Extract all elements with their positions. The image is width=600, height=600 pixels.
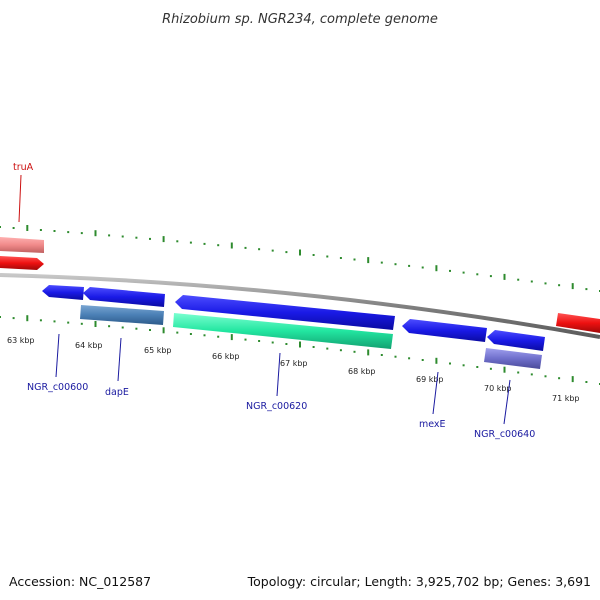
gene-truA-cds[interactable] — [0, 237, 44, 253]
NGR_c00600-leader — [55, 333, 60, 378]
truA-leader — [18, 174, 22, 223]
gene-truA[interactable] — [0, 256, 44, 270]
tick-label-64: 64 kbp — [75, 341, 103, 350]
gene-NGR_c00640[interactable] — [487, 330, 545, 351]
gene-NGR_c00620-cds[interactable] — [173, 313, 393, 349]
gene-NGR_c00620[interactable] — [175, 295, 395, 330]
tick-label-65: 65 kbp — [144, 346, 172, 355]
label-mexE[interactable]: mexE — [419, 419, 446, 430]
label-NGR_c00620[interactable]: NGR_c00620 — [246, 401, 307, 412]
gene-NGR_c00640-cds[interactable] — [484, 348, 542, 369]
gene-dapE-cds[interactable] — [80, 305, 164, 325]
label-dapE[interactable]: dapE — [105, 387, 129, 398]
tick-label-68: 68 kbp — [348, 367, 376, 376]
upper-tick-ring — [0, 225, 600, 292]
tick-label-69: 69 kbp — [416, 375, 444, 384]
gene-labels: truA NGR_c00600 dapE NGR_c00620 mexE NGR… — [13, 162, 535, 440]
gene-mexE[interactable] — [402, 319, 487, 342]
genome-summary-text: Topology: circular; Length: 3,925,702 bp… — [247, 574, 591, 589]
NGR_c00620-leader — [276, 352, 281, 397]
accession-text: Accession: NC_012587 — [9, 574, 151, 589]
tick-label-63: 63 kbp — [7, 336, 35, 345]
tick-label-67: 67 kbp — [280, 359, 308, 368]
gene-far-right-red[interactable] — [556, 313, 600, 333]
label-NGR_c00640[interactable]: NGR_c00640 — [474, 429, 535, 440]
kbp-scale: 63 kbp 64 kbp 65 kbp 66 kbp 67 kbp 68 kb… — [7, 336, 580, 403]
label-NGR_c00600[interactable]: NGR_c00600 — [27, 382, 88, 393]
label-truA[interactable]: truA — [13, 162, 34, 173]
genome-backbone — [0, 273, 600, 339]
lower-tick-ring — [0, 315, 600, 385]
tick-label-70: 70 kbp — [484, 384, 512, 393]
gene-dapE[interactable] — [83, 287, 165, 307]
tick-label-66: 66 kbp — [212, 352, 240, 361]
mexE-leader — [432, 371, 439, 415]
tick-label-71: 71 kbp — [552, 394, 580, 403]
NGR_c00640-leader — [503, 379, 511, 425]
map-title: Rhizobium sp. NGR234, complete genome — [162, 12, 438, 27]
dapE-leader — [117, 337, 122, 382]
gene-NGR_c00600[interactable] — [42, 285, 84, 300]
